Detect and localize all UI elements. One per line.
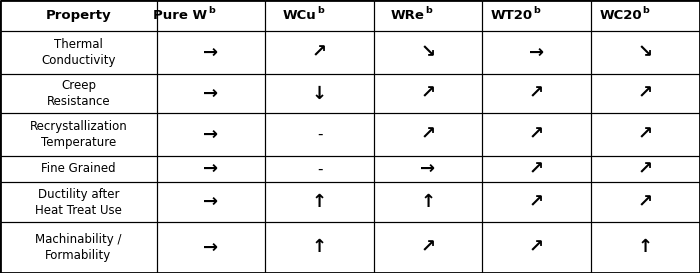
Text: -: - [317, 162, 322, 176]
Bar [265, 0, 374, 31]
Bar [265, 182, 374, 222]
Bar [374, 156, 482, 182]
Bar [482, 31, 591, 74]
Text: ↑: ↑ [421, 193, 435, 211]
Bar [0, 222, 157, 273]
Bar [0, 31, 157, 74]
Bar [157, 31, 265, 74]
Text: ↓: ↓ [312, 85, 327, 102]
Text: b: b [533, 5, 540, 14]
Text: b: b [426, 5, 432, 14]
Text: →: → [204, 193, 218, 211]
Text: ↗: ↗ [421, 239, 435, 256]
Text: ↗: ↗ [529, 239, 544, 256]
Bar [482, 0, 591, 31]
Text: ↘: ↘ [638, 44, 653, 61]
Text: ↗: ↗ [638, 126, 653, 143]
Bar [157, 113, 265, 156]
Bar [157, 74, 265, 113]
Text: ↗: ↗ [312, 44, 327, 61]
Bar [374, 31, 482, 74]
Bar [0, 156, 157, 182]
Text: WT20: WT20 [491, 9, 533, 22]
Bar [157, 156, 265, 182]
Text: -: - [317, 127, 322, 142]
Text: WC20: WC20 [599, 9, 642, 22]
Text: b: b [316, 5, 323, 14]
Text: WCu: WCu [282, 9, 316, 22]
Text: Recrystallization
Temperature: Recrystallization Temperature [29, 120, 127, 149]
Bar [482, 74, 591, 113]
Bar [265, 113, 374, 156]
Bar [591, 74, 700, 113]
Text: ↗: ↗ [529, 85, 544, 102]
Bar [482, 182, 591, 222]
Bar [374, 182, 482, 222]
Text: ↗: ↗ [638, 160, 653, 178]
Bar [482, 113, 591, 156]
Bar [374, 74, 482, 113]
Text: →: → [204, 160, 218, 178]
Bar [482, 156, 591, 182]
Text: →: → [529, 44, 544, 61]
Text: ↗: ↗ [638, 85, 653, 102]
Text: →: → [204, 44, 218, 61]
Bar [0, 0, 157, 31]
Text: →: → [204, 126, 218, 143]
Bar [0, 113, 157, 156]
Bar [591, 182, 700, 222]
Bar [265, 156, 374, 182]
Text: Thermal
Conductivity: Thermal Conductivity [41, 38, 116, 67]
Text: b: b [643, 5, 650, 14]
Bar [591, 113, 700, 156]
Text: ↑: ↑ [638, 239, 653, 256]
Text: WRe: WRe [391, 9, 424, 22]
Text: →: → [204, 85, 218, 102]
Bar [591, 0, 700, 31]
Text: ↘: ↘ [421, 44, 435, 61]
Bar [591, 156, 700, 182]
Text: Creep
Resistance: Creep Resistance [47, 79, 110, 108]
Bar [374, 113, 482, 156]
Text: ↑: ↑ [312, 239, 327, 256]
Text: →: → [204, 239, 218, 256]
Text: Fine Grained: Fine Grained [41, 162, 116, 176]
Bar [265, 74, 374, 113]
Text: ↗: ↗ [529, 160, 544, 178]
Bar [0, 74, 157, 113]
Bar [374, 0, 482, 31]
Text: ↗: ↗ [421, 126, 435, 143]
Bar [157, 222, 265, 273]
Text: Pure W: Pure W [153, 9, 207, 22]
Bar [265, 222, 374, 273]
Bar [591, 31, 700, 74]
Bar [374, 222, 482, 273]
Text: b: b [209, 5, 215, 14]
Text: ↗: ↗ [638, 193, 653, 211]
Text: ↗: ↗ [529, 193, 544, 211]
Bar [157, 182, 265, 222]
Bar [0, 182, 157, 222]
Bar [482, 222, 591, 273]
Text: →: → [421, 160, 435, 178]
Text: Ductility after
Heat Treat Use: Ductility after Heat Treat Use [35, 188, 122, 217]
Bar [157, 0, 265, 31]
Text: ↗: ↗ [421, 85, 435, 102]
Text: Machinability /
Formability: Machinability / Formability [35, 233, 122, 262]
Bar [265, 31, 374, 74]
Text: ↗: ↗ [529, 126, 544, 143]
Text: ↑: ↑ [312, 193, 327, 211]
Text: Property: Property [46, 9, 111, 22]
Bar [591, 222, 700, 273]
